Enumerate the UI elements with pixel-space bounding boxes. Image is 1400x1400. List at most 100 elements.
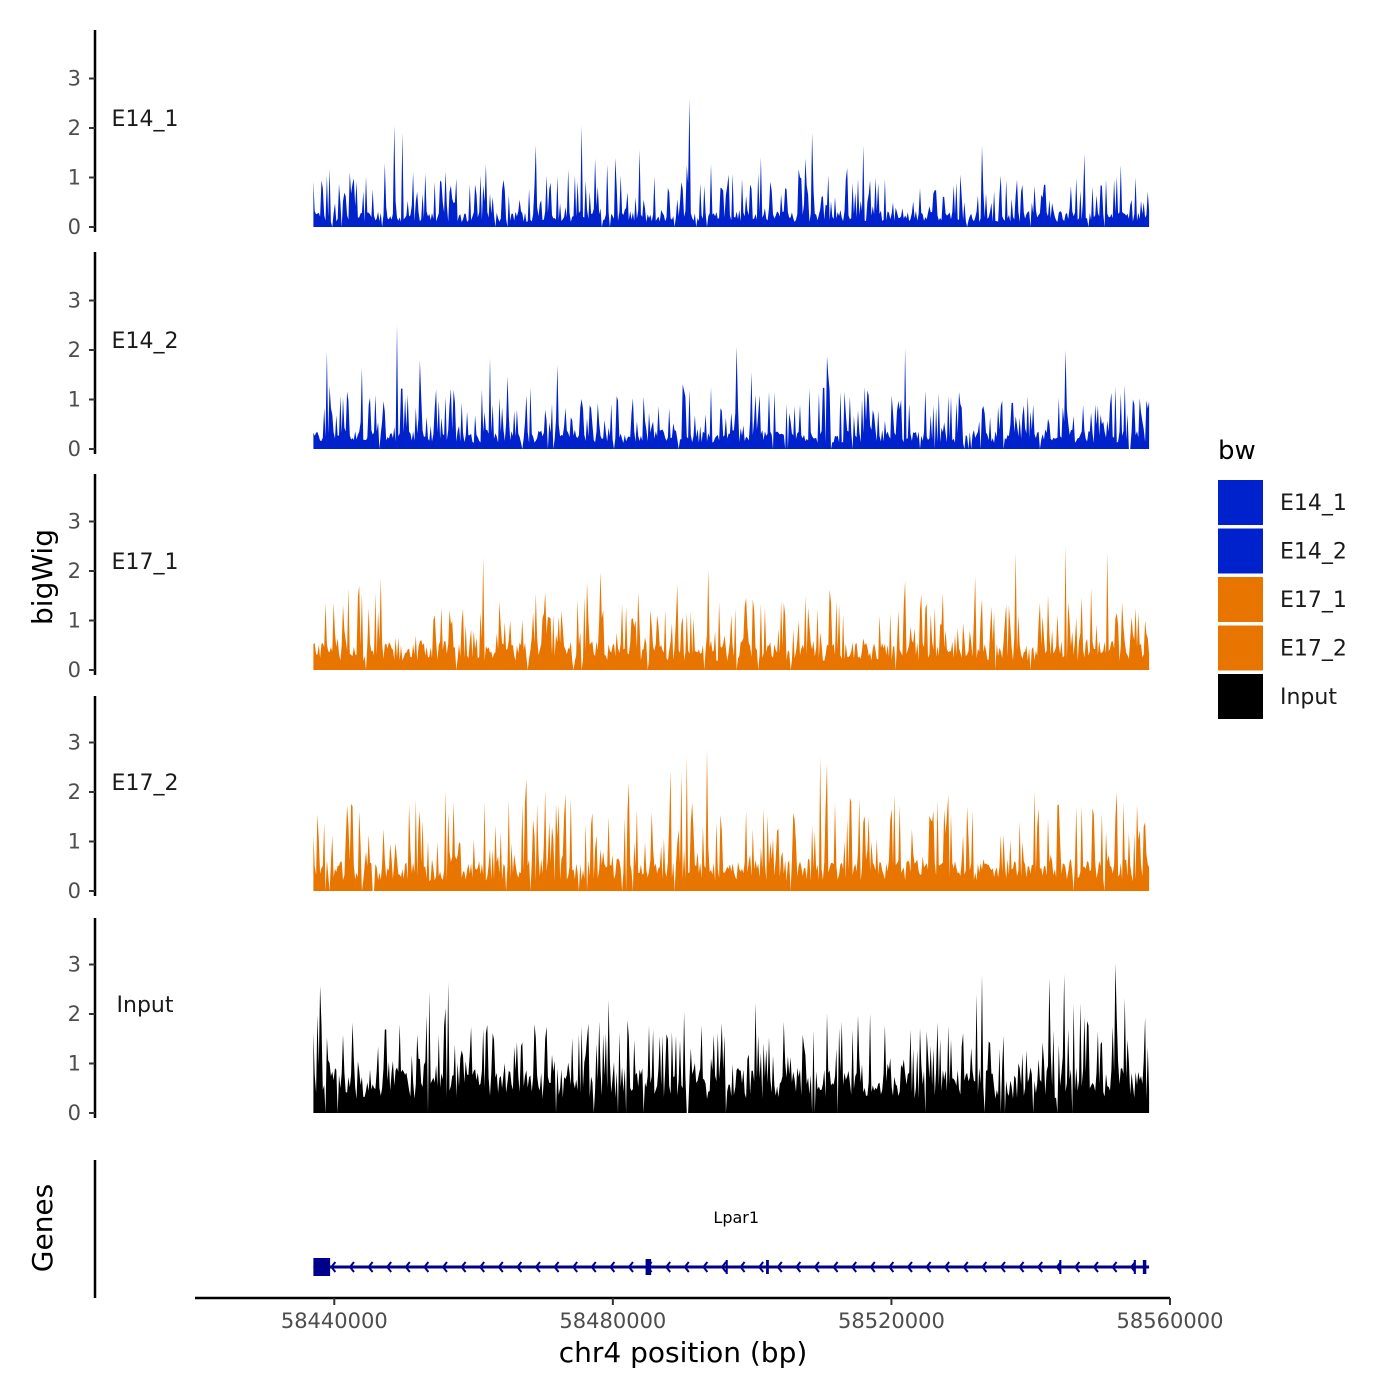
x-axis-title: chr4 position (bp) bbox=[559, 1336, 808, 1369]
strand-arrow bbox=[813, 1261, 820, 1273]
strand-arrow bbox=[367, 1261, 374, 1273]
track-label-E17_2: E17_2 bbox=[112, 771, 179, 796]
strand-arrow bbox=[795, 1261, 802, 1273]
strand-arrow bbox=[850, 1261, 857, 1273]
legend-swatch-E17_1 bbox=[1218, 577, 1263, 622]
strand-arrow bbox=[404, 1261, 411, 1273]
y-tick-label-E17_1-1: 1 bbox=[68, 609, 81, 633]
exon-6 bbox=[1133, 1260, 1136, 1274]
exon-4 bbox=[766, 1260, 769, 1274]
gene-label-Lpar1: Lpar1 bbox=[713, 1208, 759, 1227]
exon-1 bbox=[313, 1258, 331, 1276]
track-label-Input: Input bbox=[117, 993, 174, 1018]
y-tick-label-E17_2-0: 0 bbox=[68, 879, 81, 903]
strand-arrow bbox=[906, 1261, 913, 1273]
strand-arrow bbox=[627, 1261, 634, 1273]
legend-label-E14_2: E14_2 bbox=[1280, 540, 1347, 565]
track-E17_1: 0 1 2 3 E17_1 bbox=[68, 474, 1150, 682]
y-tick-label-E17_2-3: 3 bbox=[68, 731, 81, 755]
y-tick-label-Input-1: 1 bbox=[68, 1052, 81, 1076]
strand-arrow bbox=[702, 1261, 709, 1273]
y-tick-label-E17_1-2: 2 bbox=[68, 559, 81, 583]
legend-label-E14_1: E14_1 bbox=[1280, 491, 1347, 516]
y-tick-label-E17_2-1: 1 bbox=[68, 830, 81, 854]
y-tick-label-E14_1-1: 1 bbox=[68, 166, 81, 190]
track-label-E17_1: E17_1 bbox=[112, 550, 179, 575]
strand-arrow bbox=[943, 1261, 950, 1273]
x-tick-label-58520000: 58520000 bbox=[838, 1309, 945, 1333]
y-tick-label-E14_2-2: 2 bbox=[68, 338, 81, 362]
legend-swatch-E14_2 bbox=[1218, 528, 1263, 574]
legend-title: bw bbox=[1218, 436, 1256, 466]
y-tick-label-E17_2-2: 2 bbox=[68, 780, 81, 804]
track-E14_2: 0 1 2 3 E14_2 bbox=[68, 252, 1150, 461]
strand-arrow bbox=[981, 1261, 988, 1273]
y-tick-label-E14_2-0: 0 bbox=[68, 437, 81, 461]
y-tick-label-Input-3: 3 bbox=[68, 953, 81, 977]
strand-arrow bbox=[330, 1261, 337, 1273]
strand-arrow bbox=[478, 1261, 485, 1273]
strand-arrow bbox=[609, 1261, 616, 1273]
y-tick-label-Input-2: 2 bbox=[68, 1002, 81, 1026]
exon-2 bbox=[645, 1259, 652, 1275]
y-axis-title-genes: Genes bbox=[26, 1184, 59, 1272]
x-tick-label-58560000: 58560000 bbox=[1117, 1309, 1224, 1333]
coverage-area-E17_1 bbox=[313, 546, 1150, 670]
strand-arrow bbox=[571, 1261, 578, 1273]
strand-arrow bbox=[664, 1261, 671, 1273]
track-E14_1: 0 1 2 3 E14_1 bbox=[68, 30, 1150, 239]
x-tick-label-58440000: 58440000 bbox=[281, 1309, 388, 1333]
y-tick-label-E14_1-0: 0 bbox=[68, 215, 81, 239]
x-tick-label-58480000: 58480000 bbox=[559, 1309, 666, 1333]
y-axis-title-bigwig: bigWig bbox=[26, 529, 59, 625]
strand-arrow bbox=[1074, 1261, 1081, 1273]
track-label-E14_1: E14_1 bbox=[112, 107, 179, 132]
gene-Lpar1: Lpar1 bbox=[313, 1208, 1150, 1276]
legend-swatch-E17_2 bbox=[1218, 625, 1263, 671]
strand-arrow bbox=[590, 1261, 597, 1273]
exon-5 bbox=[1059, 1260, 1062, 1274]
y-tick-label-Input-0: 0 bbox=[68, 1101, 81, 1125]
strand-arrow bbox=[720, 1261, 727, 1273]
exon-3 bbox=[725, 1260, 728, 1274]
strand-arrow bbox=[516, 1261, 523, 1273]
strand-arrow bbox=[1036, 1261, 1043, 1273]
y-tick-label-E17_1-0: 0 bbox=[68, 658, 81, 682]
strand-arrow bbox=[757, 1261, 764, 1273]
strand-arrow bbox=[441, 1261, 448, 1273]
strand-arrow bbox=[925, 1261, 932, 1273]
strand-arrow bbox=[888, 1261, 895, 1273]
coverage-area-Input bbox=[313, 963, 1150, 1113]
track-label-E14_2: E14_2 bbox=[112, 329, 179, 354]
strand-arrow bbox=[776, 1261, 783, 1273]
coverage-area-E17_2 bbox=[313, 749, 1150, 891]
strand-arrow bbox=[1092, 1261, 1099, 1273]
strand-arrow bbox=[385, 1261, 392, 1273]
legend-swatch-E14_1 bbox=[1218, 480, 1263, 525]
strand-arrow bbox=[739, 1261, 746, 1273]
strand-arrow bbox=[553, 1261, 560, 1273]
track-E17_2: 0 1 2 3 E17_2 bbox=[68, 696, 1150, 903]
coverage-area-E14_1 bbox=[313, 98, 1150, 227]
coverage-area-E14_2 bbox=[313, 325, 1150, 449]
legend-label-Input: Input bbox=[1280, 685, 1337, 710]
strand-arrow bbox=[999, 1261, 1006, 1273]
strand-arrow bbox=[534, 1261, 541, 1273]
strand-arrow bbox=[348, 1261, 355, 1273]
y-tick-label-E17_1-3: 3 bbox=[68, 510, 81, 534]
y-tick-label-E14_2-1: 1 bbox=[68, 388, 81, 412]
strand-arrow bbox=[683, 1261, 690, 1273]
strand-arrow bbox=[869, 1261, 876, 1273]
legend-swatch-Input bbox=[1218, 674, 1263, 719]
strand-arrow bbox=[962, 1261, 969, 1273]
strand-arrow bbox=[497, 1261, 504, 1273]
strand-arrow bbox=[1018, 1261, 1025, 1273]
y-tick-label-E14_1-3: 3 bbox=[68, 67, 81, 91]
strand-arrow bbox=[460, 1261, 467, 1273]
strand-arrow bbox=[1111, 1261, 1118, 1273]
legend-label-E17_2: E17_2 bbox=[1280, 637, 1347, 662]
y-tick-label-E14_1-2: 2 bbox=[68, 116, 81, 140]
exon-7 bbox=[1142, 1260, 1147, 1274]
